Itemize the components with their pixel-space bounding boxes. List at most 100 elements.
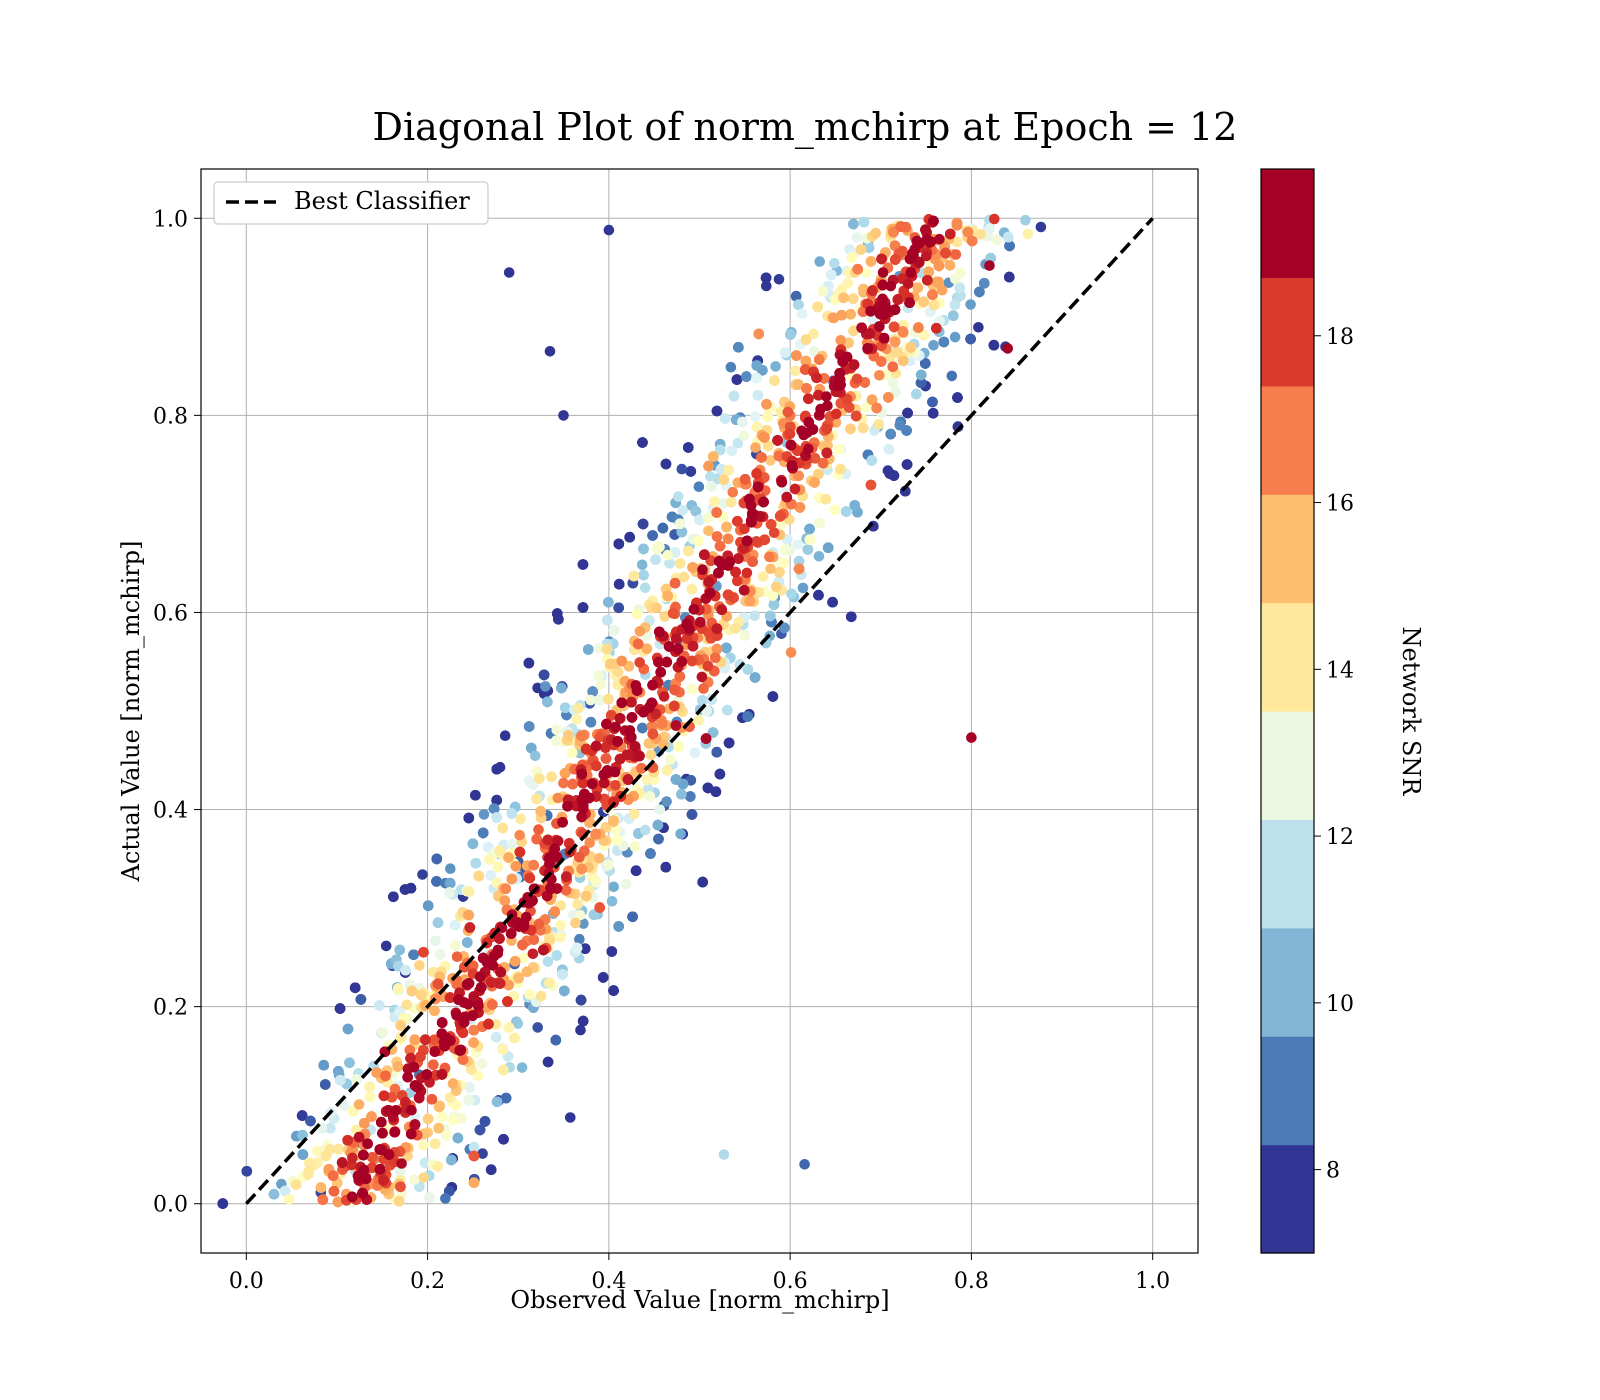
data-point — [503, 267, 515, 278]
data-point — [705, 471, 716, 482]
data-point — [732, 437, 744, 449]
data-point — [752, 390, 764, 401]
data-point — [686, 655, 698, 667]
data-point — [918, 329, 930, 341]
data-point — [694, 514, 705, 526]
data-point — [533, 824, 544, 835]
data-point — [513, 972, 524, 984]
data-point — [479, 1116, 491, 1127]
data-point — [594, 694, 606, 706]
data-point — [793, 563, 805, 575]
data-point — [463, 909, 474, 921]
data-point — [325, 1122, 336, 1134]
data-point — [424, 1192, 435, 1204]
data-point — [488, 803, 500, 814]
data-point — [436, 1111, 448, 1123]
data-point — [613, 602, 624, 614]
data-point — [535, 806, 546, 817]
data-point — [685, 791, 696, 802]
data-point — [761, 280, 772, 292]
data-point — [857, 422, 869, 434]
data-point — [889, 336, 901, 348]
data-point — [779, 347, 791, 359]
data-point — [664, 558, 675, 569]
data-point — [487, 999, 498, 1010]
data-point — [887, 377, 899, 389]
data-point — [829, 258, 840, 269]
data-point — [333, 1143, 344, 1155]
data-point — [928, 340, 939, 351]
data-point — [651, 543, 663, 555]
data-point — [779, 544, 791, 556]
data-point — [415, 989, 427, 1001]
data-point — [587, 686, 598, 697]
data-point — [588, 909, 600, 920]
data-point — [528, 934, 540, 945]
data-point — [359, 1118, 370, 1129]
data-point — [764, 551, 775, 563]
data-point — [468, 1037, 479, 1048]
data-point — [714, 444, 726, 456]
data-point — [674, 671, 686, 682]
data-point — [888, 321, 900, 333]
data-point — [883, 443, 895, 455]
data-point — [283, 1194, 295, 1205]
data-point — [468, 1177, 480, 1188]
data-point — [966, 235, 978, 247]
data-point — [585, 694, 596, 706]
data-point — [494, 761, 506, 773]
data-point — [686, 583, 698, 595]
data-point — [814, 517, 825, 529]
data-point — [927, 396, 938, 408]
data-point — [739, 630, 750, 641]
data-point — [432, 917, 444, 928]
data-point — [290, 1179, 302, 1190]
data-point — [814, 354, 825, 365]
data-point — [555, 932, 566, 943]
data-point — [241, 1166, 253, 1177]
data-point — [467, 838, 479, 850]
data-point — [927, 289, 938, 301]
data-point — [577, 1015, 589, 1027]
data-point — [560, 702, 571, 714]
data-point — [432, 1161, 443, 1172]
data-point — [440, 1193, 451, 1204]
data-point — [426, 1094, 438, 1105]
data-point — [915, 369, 927, 381]
data-point — [673, 741, 685, 753]
data-point — [991, 234, 1003, 246]
data-point — [570, 917, 581, 929]
data-point — [377, 1027, 389, 1038]
data-point — [217, 1198, 229, 1209]
data-point — [809, 346, 820, 357]
data-point — [975, 229, 986, 240]
data-point — [651, 602, 662, 613]
data-point — [718, 474, 730, 485]
data-point — [392, 983, 404, 994]
data-point — [644, 791, 656, 802]
data-point — [833, 444, 845, 455]
data-point — [693, 715, 705, 726]
data-point — [874, 370, 885, 381]
data-point — [624, 531, 635, 543]
data-point — [418, 1140, 429, 1151]
data-point — [574, 909, 586, 921]
data-point — [429, 1138, 441, 1150]
data-point — [550, 1034, 562, 1046]
data-point — [422, 1113, 434, 1125]
data-point — [408, 949, 419, 961]
data-point — [509, 1032, 520, 1044]
data-point — [965, 333, 976, 345]
data-point — [768, 527, 780, 538]
data-point — [577, 559, 589, 570]
data-point — [491, 1096, 503, 1108]
data-point — [948, 310, 959, 322]
data-point — [616, 655, 628, 667]
data-point — [721, 642, 732, 654]
data-point — [723, 737, 735, 749]
data-point — [503, 1022, 515, 1033]
data-point — [676, 788, 687, 800]
data-point — [498, 1064, 509, 1076]
data-point — [676, 526, 688, 538]
data-point — [790, 290, 802, 302]
